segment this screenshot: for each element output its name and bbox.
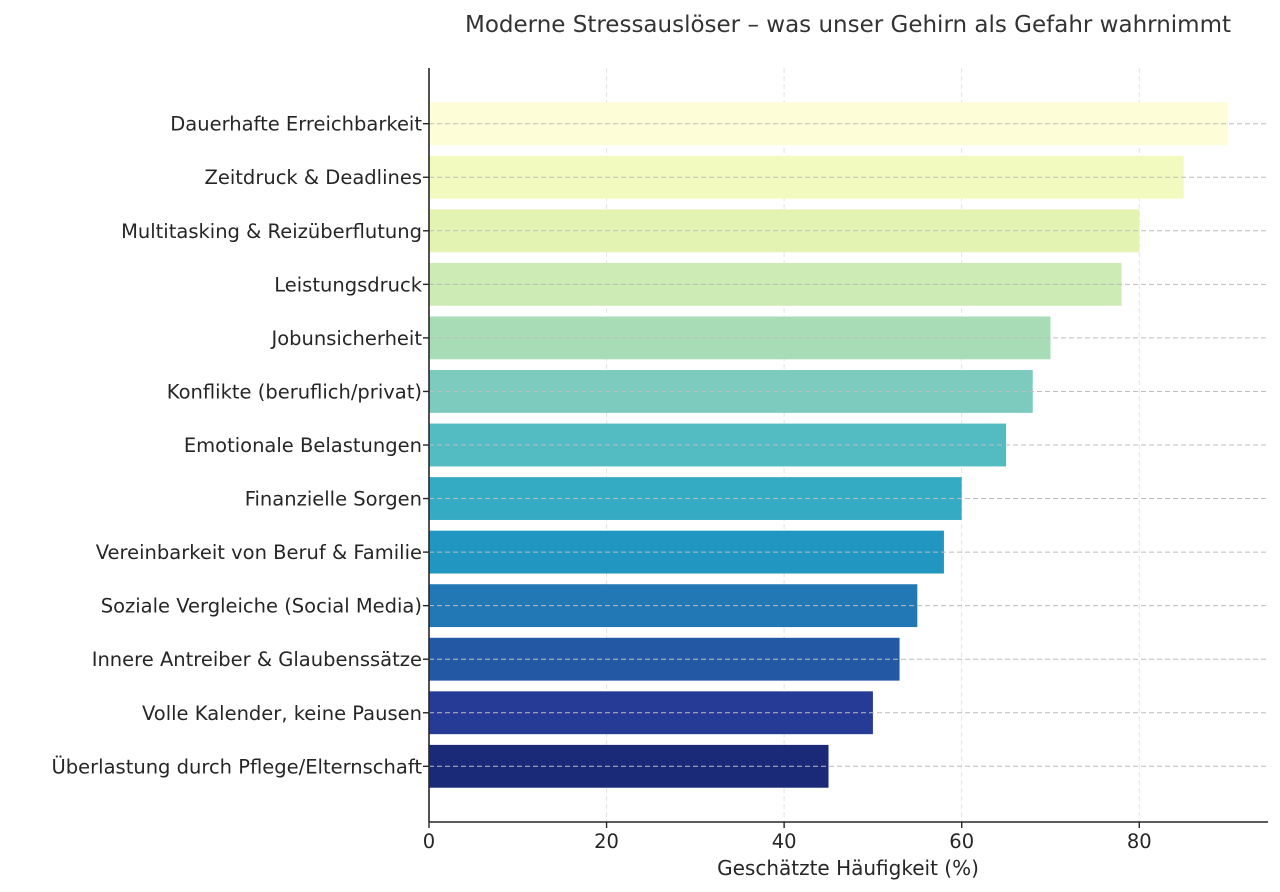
y-tick-label: Jobunsicherheit: [269, 327, 422, 350]
y-tick-label: Emotionale Belastungen: [184, 434, 422, 457]
bar: [429, 316, 1051, 360]
y-tick-label: Multitasking & Reizüberflutung: [121, 220, 422, 243]
x-tick-label: 0: [423, 830, 435, 853]
bar: [429, 102, 1229, 146]
y-tick-label: Konflikte (beruflich/privat): [167, 380, 422, 403]
y-tick-label: Volle Kalender, keine Pausen: [142, 702, 422, 725]
y-tick-label: Innere Antreiber & Glaubenssätze: [92, 648, 422, 671]
x-tick-label: 20: [594, 830, 619, 853]
x-tick-label: 80: [1127, 830, 1152, 853]
y-tick-label: Finanzielle Sorgen: [245, 488, 422, 511]
x-axis-label: Geschätzte Häufigkeit (%): [717, 856, 979, 880]
y-tick-label: Zeitdruck & Deadlines: [205, 166, 422, 189]
y-tick-label: Vereinbarkeit von Beruf & Familie: [96, 541, 422, 564]
chart-title: Moderne Stressauslöser – was unser Gehir…: [465, 12, 1231, 38]
y-tick-label: Überlastung durch Pflege/Elternschaft: [52, 755, 423, 778]
y-tick-label: Dauerhafte Erreichbarkeit: [170, 113, 422, 136]
y-tick-label: Leistungsdruck: [274, 273, 422, 296]
x-tick-label: 60: [949, 830, 974, 853]
y-tick-label: Soziale Vergleiche (Social Media): [101, 595, 422, 618]
x-tick-label: 40: [772, 830, 797, 853]
